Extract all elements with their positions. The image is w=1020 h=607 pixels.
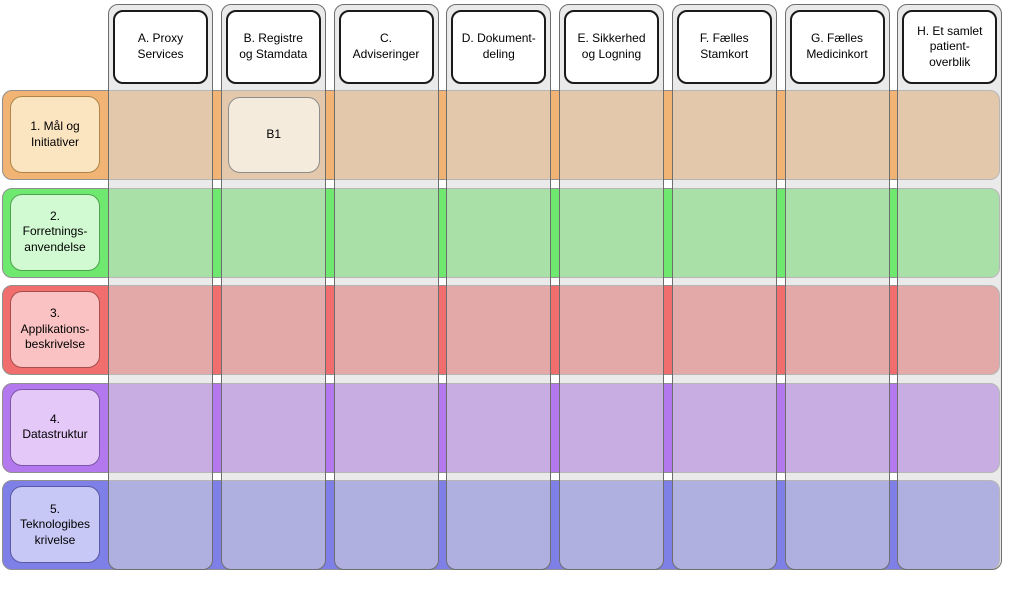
column-container-C[interactable] — [333, 4, 439, 570]
row-header-2[interactable]: 2. Forretnings- anvendelse — [10, 193, 100, 271]
cell-B1[interactable]: B1 — [227, 97, 320, 173]
column-container-H[interactable] — [897, 4, 1003, 570]
column-header-E[interactable]: E. Sikkerhed og Logning — [564, 10, 659, 84]
column-container-D[interactable] — [446, 4, 552, 570]
column-header-C[interactable]: C. Adviseringer — [338, 10, 434, 84]
column-container-F[interactable] — [671, 4, 777, 570]
column-header-B[interactable]: B. Registre og Stamdata — [225, 10, 321, 84]
column-container-G[interactable] — [784, 4, 890, 570]
column-container-B[interactable] — [220, 4, 326, 570]
column-header-D[interactable]: D. Dokument- deling — [451, 10, 547, 84]
row-header-3[interactable]: 3. Applikations- beskrivelse — [10, 291, 100, 369]
column-header-A[interactable]: A. Proxy Services — [113, 10, 208, 84]
column-header-H[interactable]: H. Et samlet patient- overblik — [902, 10, 998, 84]
row-header-5[interactable]: 5. Teknologibes krivelse — [10, 486, 100, 564]
column-header-G[interactable]: G. Fælles Medicinkort — [789, 10, 885, 84]
row-header-1[interactable]: 1. Mål og Initiativer — [10, 96, 100, 173]
column-header-F[interactable]: F. Fælles Stamkort — [676, 10, 772, 84]
row-header-4[interactable]: 4. Datastruktur — [10, 388, 100, 466]
column-container-A[interactable] — [108, 4, 213, 570]
column-container-E[interactable] — [559, 4, 664, 570]
